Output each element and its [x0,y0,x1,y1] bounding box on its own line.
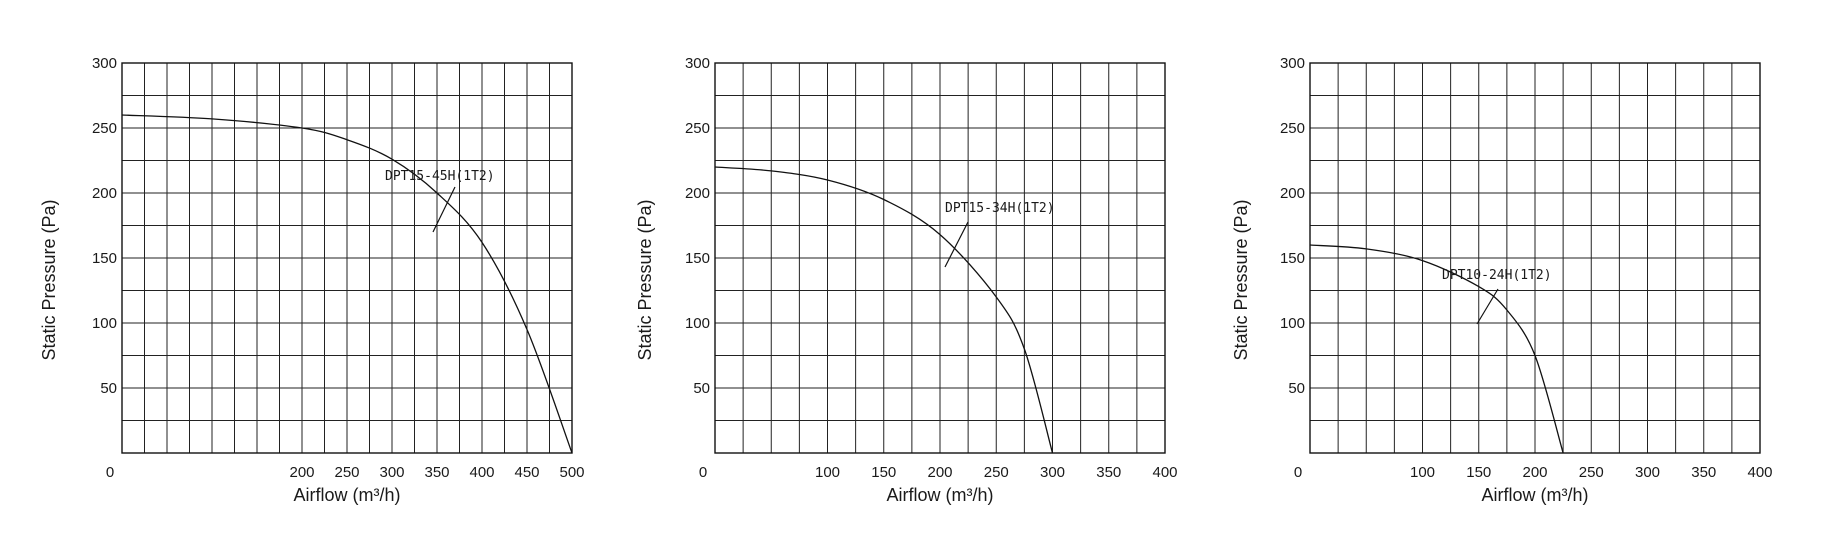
x-tick-label: 200 [289,464,314,481]
y-axis-label: Static Pressure (Pa) [1231,199,1251,360]
plot-frame [121,62,573,454]
y-tick-label: 250 [1280,120,1305,137]
fan-curve-line [714,166,1054,454]
x-tick-label: 350 [1096,464,1121,481]
plot-frame [714,62,1166,454]
x-tick-label: 350 [1691,464,1716,481]
y-tick-label: 150 [685,250,710,267]
x-tick-label: 300 [379,464,404,481]
x-tick-label: 250 [1579,464,1604,481]
x-tick-label: 0 [699,464,707,481]
x-tick-label: 450 [514,464,539,481]
y-tick-label: 150 [92,250,117,267]
x-tick-label: 200 [927,464,952,481]
chart-1: 0 200 250 300 350 400 450 500 50 100 150 200 250 300 A… [39,55,585,505]
x-tick-label: 100 [815,464,840,481]
x-axis-label: Airflow (m³/h) [887,485,994,505]
y-tick-label: 100 [685,315,710,332]
x-axis-label: Airflow (m³/h) [1482,485,1589,505]
y-tick-label: 300 [685,55,710,72]
x-tick-label: 500 [559,464,584,481]
plot-frame [1309,62,1761,454]
y-tick-label: 100 [92,315,117,332]
y-tick-label: 50 [1288,380,1305,397]
curve-callout-line [944,221,969,268]
chart-3: 0 100 150 200 250 300 350 400 50 100 150 200 250 300 A… [1231,55,1773,505]
x-tick-label: 400 [1152,464,1177,481]
y-tick-label: 250 [92,120,117,137]
x-tick-label: 400 [469,464,494,481]
x-tick-label: 250 [984,464,1009,481]
fan-curve-line [1309,244,1564,454]
x-tick-label: 300 [1635,464,1660,481]
y-tick-label: 200 [685,185,710,202]
x-axis-label: Airflow (m³/h) [294,485,401,505]
y-tick-label: 200 [92,185,117,202]
x-tick-label: 0 [1294,464,1302,481]
x-tick-label: 300 [1040,464,1065,481]
x-tick-label: 250 [334,464,359,481]
y-tick-label: 50 [100,380,117,397]
x-tick-label: 150 [1466,464,1491,481]
y-tick-label: 300 [92,55,117,72]
y-tick-label: 250 [685,120,710,137]
y-tick-label: 150 [1280,250,1305,267]
chart-2: 0 100 150 200 250 300 350 400 50 100 150 200 250 300 A… [635,55,1178,505]
x-tick-label: 400 [1747,464,1772,481]
y-tick-label: 100 [1280,315,1305,332]
y-axis-label: Static Pressure (Pa) [635,199,655,360]
x-tick-label: 150 [871,464,896,481]
x-tick-label: 0 [106,464,114,481]
y-tick-label: 200 [1280,185,1305,202]
curve-label: DPT10-24H(1T2) [1442,268,1552,283]
fan-curve-line [121,114,573,454]
x-tick-label: 350 [424,464,449,481]
curve-callout-line [1476,288,1499,325]
y-tick-label: 300 [1280,55,1305,72]
y-axis-label: Static Pressure (Pa) [39,199,59,360]
x-tick-label: 100 [1410,464,1435,481]
curve-label: DPT15-45H(1T2) [385,169,495,184]
curve-callout-line [432,186,456,233]
curve-label: DPT15-34H(1T2) [945,201,1055,216]
x-tick-label: 200 [1522,464,1547,481]
y-tick-label: 50 [693,380,710,397]
